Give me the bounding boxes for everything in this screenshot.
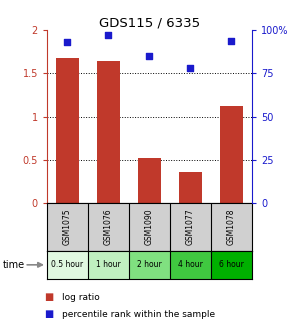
Point [188,66,193,71]
Text: ■: ■ [44,309,53,319]
Text: 4 hour: 4 hour [178,260,203,269]
Text: percentile rank within the sample: percentile rank within the sample [62,310,215,319]
Bar [129,251,170,279]
Bar [211,251,252,279]
Title: GDS115 / 6335: GDS115 / 6335 [99,16,200,29]
Bar [88,251,129,279]
Text: GSM1076: GSM1076 [104,209,113,245]
Text: 2 hour: 2 hour [137,260,162,269]
Text: log ratio: log ratio [62,293,99,302]
Bar [170,251,211,279]
Bar [47,251,88,279]
Text: GSM1077: GSM1077 [186,209,195,245]
Bar [97,60,120,203]
Bar [56,58,79,203]
Text: 0.5 hour: 0.5 hour [51,260,84,269]
Point [147,53,152,59]
Text: ■: ■ [44,292,53,302]
Text: GSM1075: GSM1075 [63,209,72,245]
Bar [220,107,243,203]
Bar [138,158,161,203]
Text: time: time [3,260,25,270]
Point [229,38,234,43]
Bar [179,172,202,203]
Text: 6 hour: 6 hour [219,260,244,269]
Point [106,33,111,38]
Text: GSM1090: GSM1090 [145,209,154,245]
Text: GSM1078: GSM1078 [227,209,236,245]
Point [65,40,70,45]
Text: 1 hour: 1 hour [96,260,121,269]
